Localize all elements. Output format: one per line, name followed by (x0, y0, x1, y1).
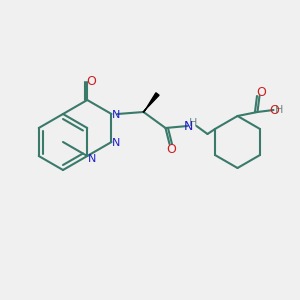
Text: H: H (189, 118, 198, 128)
Text: N: N (88, 154, 96, 164)
Text: N: N (184, 120, 193, 133)
Text: O: O (270, 104, 279, 117)
Text: O: O (167, 143, 176, 156)
Text: H: H (275, 105, 284, 115)
Text: N: N (112, 138, 121, 148)
Text: O: O (86, 75, 96, 88)
Polygon shape (143, 93, 159, 112)
Text: N: N (112, 110, 121, 120)
Text: O: O (256, 86, 266, 99)
